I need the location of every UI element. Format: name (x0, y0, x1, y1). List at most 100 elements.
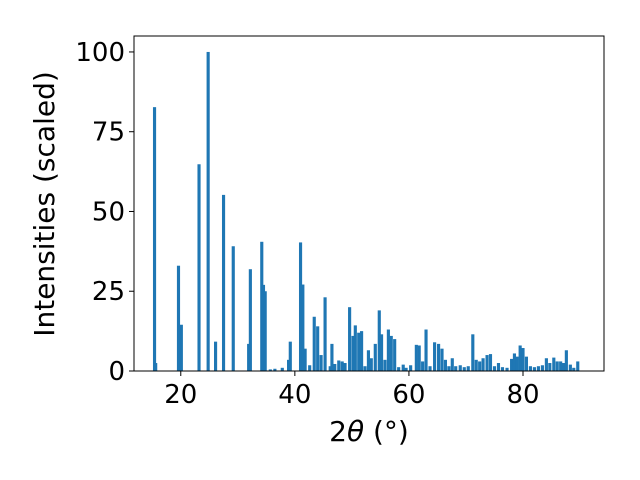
bar-76 (505, 367, 509, 371)
bar-68 (474, 359, 478, 371)
bar-41 (373, 343, 377, 371)
bar-7 (221, 194, 226, 371)
bar-27 (328, 366, 332, 371)
bar-21 (303, 348, 307, 371)
bar-26 (323, 297, 327, 371)
x-axis-label-theta: θ (347, 415, 364, 448)
y-tick-label-50: 50 (92, 197, 125, 227)
bar-93 (564, 350, 568, 371)
bar-67 (471, 334, 475, 371)
bar-56 (428, 366, 432, 371)
bar-60 (443, 359, 447, 371)
bar-33 (348, 307, 352, 371)
bar-0 (152, 107, 157, 372)
bar-70 (481, 358, 485, 371)
bar-49 (401, 364, 405, 371)
bar-52 (414, 344, 418, 371)
bar-59 (440, 348, 444, 371)
bar-8 (231, 246, 235, 371)
bar-88 (548, 363, 552, 371)
bar-11 (260, 241, 264, 371)
bar-64 (458, 365, 462, 371)
bar-40 (369, 358, 373, 371)
bar-65 (462, 367, 466, 371)
bar-9 (247, 343, 251, 371)
x-axis-label-unit: (°) (364, 415, 409, 448)
x-axis-label-two: 2 (329, 415, 347, 448)
bar-16 (280, 367, 284, 371)
bar-87 (544, 358, 548, 371)
bar-30 (337, 360, 341, 371)
bar-72 (488, 354, 493, 371)
plot-frame (133, 35, 605, 372)
bar-32 (343, 363, 347, 371)
bar-15 (273, 368, 277, 371)
bar-2 (176, 265, 181, 371)
bar-47 (393, 339, 397, 371)
bar-58 (437, 343, 441, 371)
bar-12 (261, 284, 266, 371)
bar-53 (417, 345, 421, 371)
bar-78 (512, 353, 517, 371)
y-tick-label-100: 100 (75, 38, 125, 68)
bar-44 (383, 359, 387, 371)
bar-95 (572, 367, 576, 371)
bar-91 (559, 361, 563, 371)
bar-3 (179, 324, 183, 371)
bar-10 (248, 269, 252, 371)
y-axis-label: Intensities (scaled) (28, 71, 61, 337)
x-tick-label-40: 40 (278, 380, 311, 410)
bar-82 (524, 356, 528, 371)
bar-80 (518, 345, 522, 371)
bar-14 (268, 369, 272, 371)
bar-24 (316, 326, 320, 371)
bar-51 (409, 365, 413, 371)
x-ticks: 20 40 60 80 (164, 371, 540, 410)
bar-84 (532, 367, 536, 371)
bar-75 (500, 367, 505, 371)
bar-31 (340, 361, 344, 371)
bar-37 (360, 331, 364, 371)
bar-5 (206, 51, 210, 371)
bar-69 (478, 361, 482, 371)
x-axis-label: 2θ (°) (329, 415, 409, 448)
bar-66 (466, 366, 470, 371)
x-tick-label-60: 60 (392, 380, 425, 410)
bar-77 (510, 358, 514, 371)
bar-6 (214, 341, 218, 371)
bar-4 (197, 164, 201, 371)
bar-45 (386, 329, 390, 371)
y-ticks: 0 25 50 75 100 (75, 38, 134, 387)
bar-81 (521, 348, 525, 371)
bar-62 (450, 358, 454, 371)
bar-42 (377, 310, 381, 371)
bar-86 (540, 365, 544, 371)
bar-89 (552, 357, 556, 371)
bar-18 (288, 341, 292, 371)
bar-54 (421, 361, 425, 371)
y-tick-label-25: 25 (92, 277, 125, 307)
bar-43 (379, 334, 384, 371)
bar-92 (561, 363, 566, 371)
x-tick-label-20: 20 (164, 380, 197, 410)
bar-29 (333, 363, 337, 371)
bar-94 (568, 364, 572, 371)
bar-38 (363, 366, 367, 371)
bar-73 (492, 366, 497, 371)
bar-22 (308, 365, 312, 371)
bar-25 (319, 355, 323, 371)
bars-group (152, 51, 580, 372)
bar-20 (301, 284, 305, 371)
x-tick-label-80: 80 (506, 380, 539, 410)
bar-39 (366, 350, 370, 371)
bar-71 (485, 355, 489, 371)
bar-74 (496, 363, 501, 371)
bar-46 (389, 335, 393, 371)
y-tick-label-75: 75 (92, 118, 125, 148)
bar-61 (447, 366, 451, 371)
bar-48 (397, 367, 401, 371)
bar-55 (424, 329, 428, 371)
bar-50 (404, 367, 408, 371)
bar-83 (528, 366, 532, 371)
bar-23 (312, 316, 316, 371)
